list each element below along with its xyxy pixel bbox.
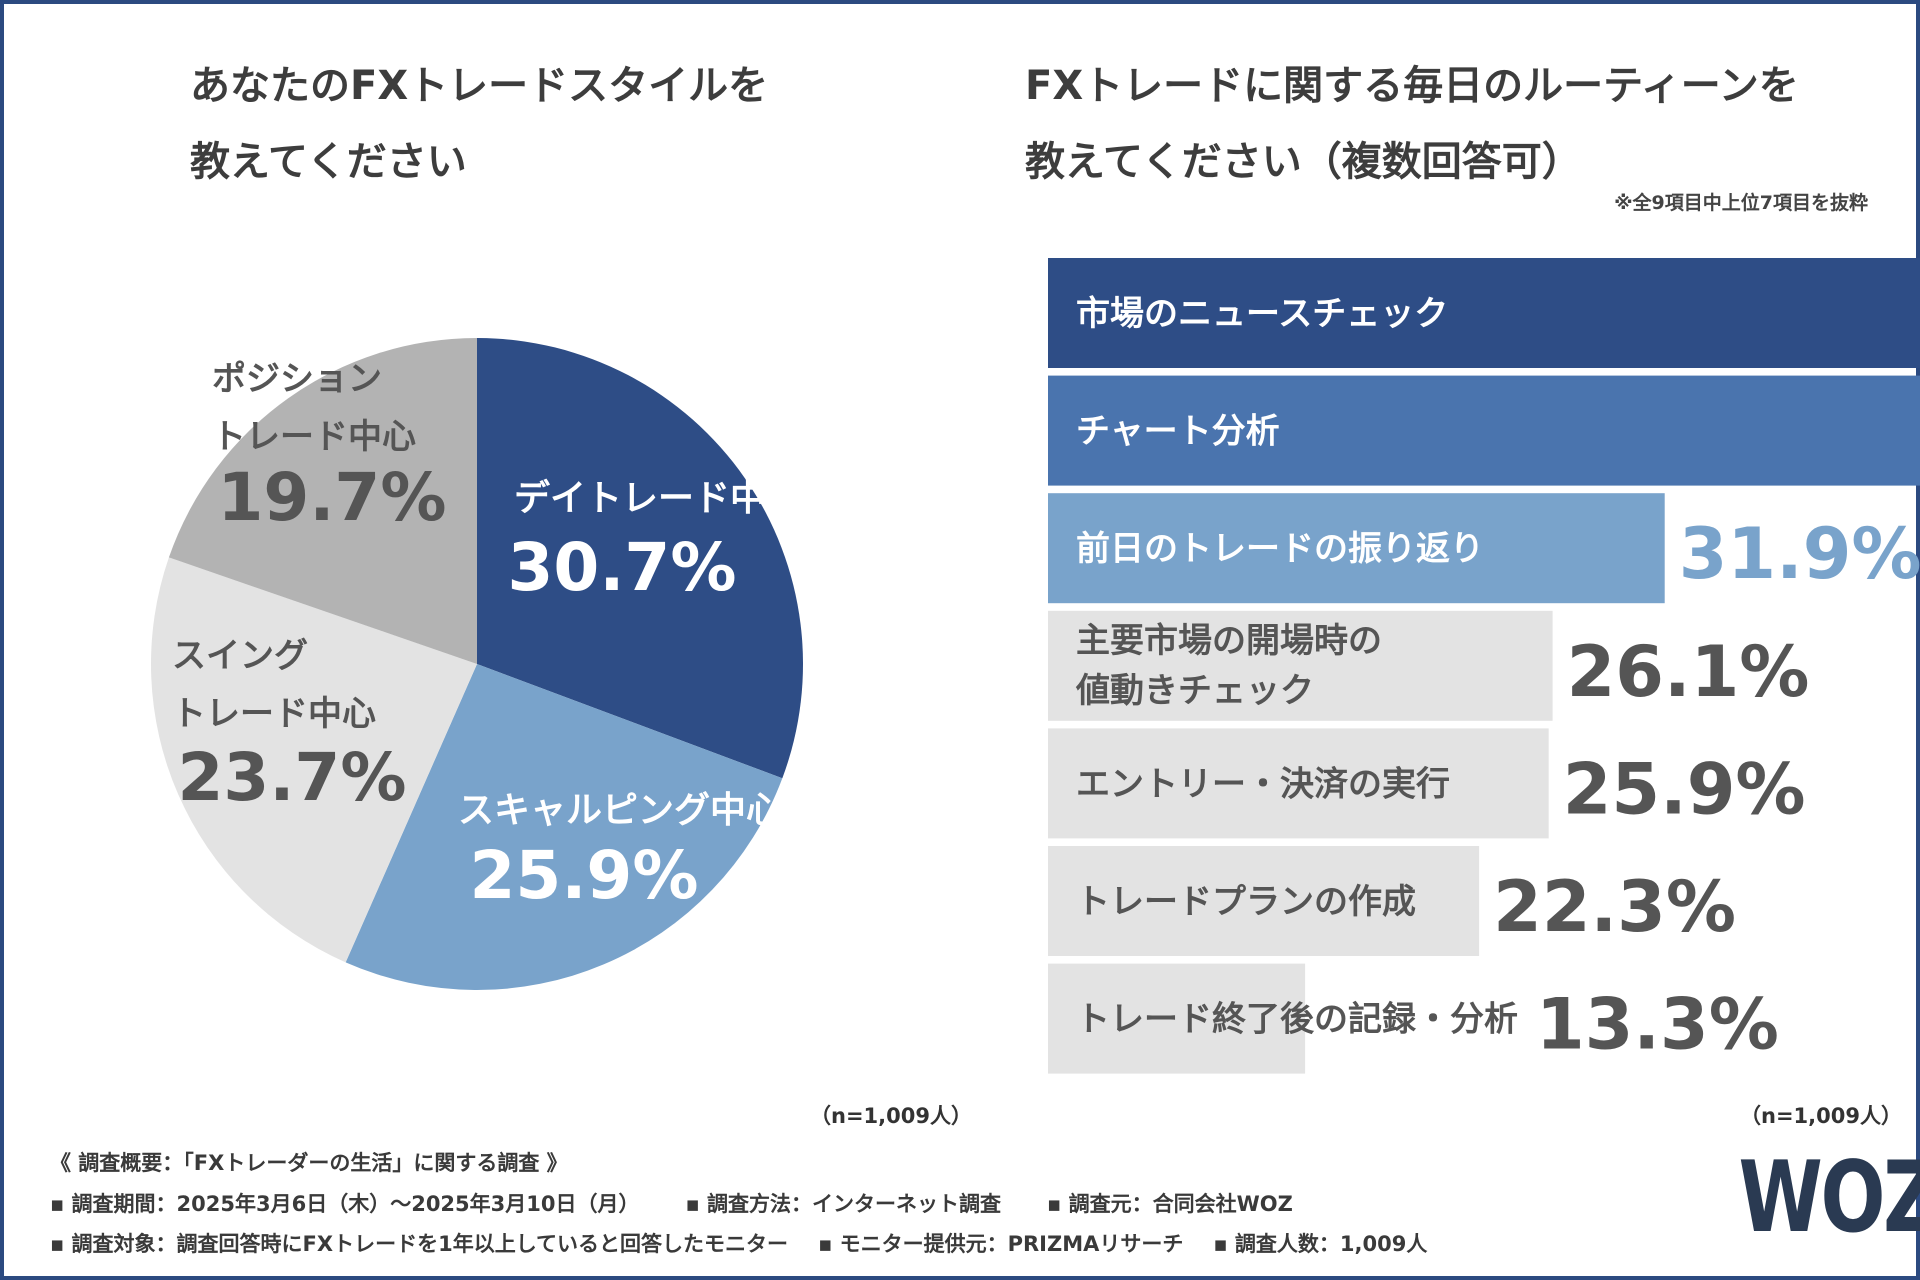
pie-slice bbox=[150, 557, 477, 963]
survey-heading: 《 調査概要：「FXトレーダーの生活」に関する調査 》 bbox=[50, 1151, 568, 1175]
pie-slice-percent: 25.9% bbox=[470, 837, 699, 914]
pie-chart: デイトレード中心30.7%スキャルピング中心25.9%スイングトレード中心23.… bbox=[150, 338, 804, 991]
bar-percent: 31.9% bbox=[1679, 513, 1920, 595]
bar-chart: 市場のニュースチェック49.5%チャート分析47.5%前日のトレードの振り返り3… bbox=[1048, 258, 1920, 1074]
survey-provider: ▪ モニター提供元：PRIZMAリサーチ bbox=[818, 1232, 1184, 1256]
pie-slice-label: トレード中心 bbox=[212, 417, 416, 457]
bar-label: 前日のトレードの振り返り bbox=[1076, 529, 1484, 569]
pie-slice bbox=[477, 338, 804, 779]
pie-slice-label: トレード中心 bbox=[172, 694, 376, 734]
bar-percent: 13.3% bbox=[1536, 984, 1779, 1066]
bar-rect bbox=[1048, 728, 1549, 839]
bar-question-title: FXトレードに関する毎日のルーティーンを 教えてください（複数回答可） bbox=[1025, 48, 1799, 200]
survey-row-1: ▪ 調査期間：2025年3月6日（木）〜2025年3月10日（月） ▪ 調査方法：… bbox=[50, 1188, 1293, 1218]
survey-source: ▪ 調査元：合同会社WOZ bbox=[1047, 1192, 1293, 1216]
woz-logo: WOZ bbox=[1738, 1141, 1920, 1255]
bar-percent: 22.3% bbox=[1493, 866, 1736, 948]
excerpt-note: ※全9項目中上位7項目を抜粋 bbox=[1614, 192, 1868, 214]
pie-sample-size: （n=1,009人） bbox=[810, 1104, 972, 1128]
pie-slice-percent: 30.7% bbox=[508, 529, 737, 606]
bar-rect bbox=[1048, 375, 1920, 486]
pie-slice-label: スイング bbox=[172, 636, 308, 676]
pie-slice bbox=[345, 664, 783, 991]
pie-slice-percent: 23.7% bbox=[178, 739, 407, 816]
bar-label: 値動きチェック bbox=[1075, 671, 1314, 711]
bar-label: 市場のニュースチェック bbox=[1076, 294, 1448, 334]
bar-label: エントリー・決済の実行 bbox=[1076, 764, 1450, 804]
bar-rect bbox=[1048, 963, 1306, 1074]
bar-label: チャート分析 bbox=[1076, 412, 1280, 452]
pie-slice-label: デイトレード中心 bbox=[514, 477, 802, 519]
pie-title-line-1: あなたのFXトレードスタイルを bbox=[190, 63, 769, 109]
bar-percent: 26.1% bbox=[1567, 631, 1810, 713]
survey-method: ▪ 調査方法：インターネット調査 bbox=[685, 1192, 1002, 1216]
survey-count: ▪ 調査人数：1,009人 bbox=[1213, 1232, 1428, 1256]
bar-title-line-1: FXトレードに関する毎日のルーティーンを bbox=[1025, 63, 1799, 109]
pie-question-title: あなたのFXトレードスタイルを 教えてください bbox=[190, 48, 768, 200]
bar-rect bbox=[1048, 493, 1665, 604]
bar-sample-size: （n=1,009人） bbox=[1740, 1104, 1902, 1128]
pie-slice-label: ポジション bbox=[212, 359, 382, 399]
bar-label: トレード終了後の記録・分析 bbox=[1076, 1000, 1518, 1040]
pie-slice bbox=[168, 338, 477, 664]
bar-title-line-2: 教えてください（複数回答可） bbox=[1025, 139, 1582, 185]
survey-row-2: ▪ 調査対象：調査回答時にFXトレードを1年以上していると回答したモニター ▪ モ… bbox=[50, 1228, 1427, 1258]
pie-title-line-2: 教えてください bbox=[190, 139, 467, 185]
pie-slice-label: スキャルピング中心 bbox=[458, 790, 782, 831]
survey-period: ▪ 調査期間：2025年3月6日（木）〜2025年3月10日（月） bbox=[50, 1192, 640, 1216]
bar-rect bbox=[1048, 610, 1553, 721]
survey-target: ▪ 調査対象：調査回答時にFXトレードを1年以上していると回答したモニター bbox=[50, 1232, 789, 1256]
bar-percent: 25.9% bbox=[1563, 748, 1806, 830]
bar-label: トレードプランの作成 bbox=[1076, 882, 1416, 922]
bar-rect bbox=[1048, 846, 1480, 956]
bar-label: 主要市場の開場時の bbox=[1076, 621, 1382, 661]
bar-rect bbox=[1048, 258, 1920, 368]
pie-slice-percent: 19.7% bbox=[218, 459, 447, 536]
